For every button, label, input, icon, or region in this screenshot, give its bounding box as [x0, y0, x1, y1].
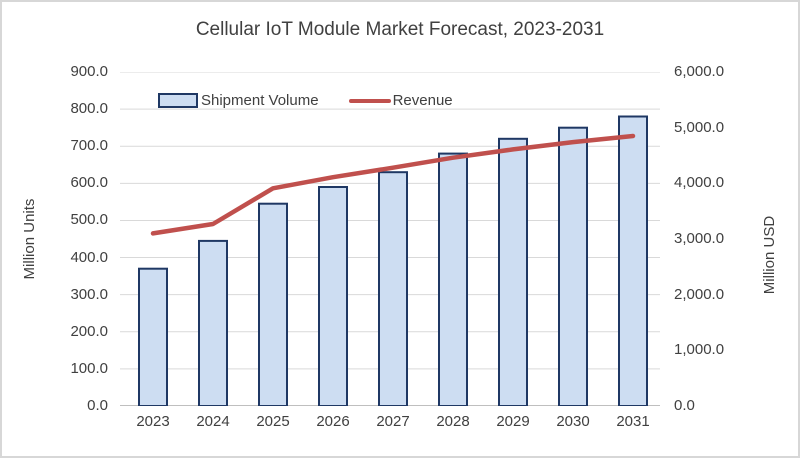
right-tick-label: 4,000.0	[674, 174, 725, 192]
bar-2025	[258, 202, 288, 406]
bar-2029	[498, 137, 528, 406]
bar-2026	[318, 186, 348, 406]
bar-2023	[138, 267, 168, 406]
revenue-line	[150, 133, 636, 236]
right-tick-label: 1,000.0	[674, 341, 725, 359]
bar-2028	[438, 152, 468, 406]
right-tick-label: 6,000.0	[674, 63, 725, 80]
legend-label-revenue: Revenue	[392, 92, 453, 109]
right-tick-label: 3,000.0	[674, 230, 725, 247]
chart-title: Cellular IoT Module Market Forecast, 202…	[195, 19, 605, 40]
chart-legend: Shipment Volume Revenue	[158, 92, 453, 109]
left-tick-label: 300.0	[70, 285, 108, 303]
shipment-volume-swatch-icon	[158, 93, 198, 108]
x-tick-label-2025: 2025	[256, 413, 290, 430]
legend-label-shipment-volume: Shipment Volume	[201, 92, 319, 109]
left-axis-title: Million Units	[21, 198, 38, 280]
bar-2027	[378, 171, 408, 406]
left-axis-tick-labels: 900.0 800.0 700.0 600.0 500.0 400.0 300.0 200.0…	[40, 64, 108, 414]
left-tick-label: 800.0	[70, 100, 108, 118]
x-tick-label-2029: 2029	[496, 413, 530, 430]
plot-area	[120, 72, 660, 406]
left-tick-label: 500.0	[70, 211, 108, 229]
left-tick-label: 0.0	[87, 397, 108, 414]
left-tick-label: 400.0	[70, 248, 108, 266]
x-tick-label-2030: 2030	[556, 413, 590, 430]
right-tick-label: 2,000.0	[674, 285, 725, 303]
left-tick-label: 200.0	[70, 322, 108, 340]
x-tick-label-2026: 2026	[316, 413, 350, 430]
x-tick-label-2027: 2027	[376, 413, 410, 430]
revenue-line-swatch-icon	[348, 98, 391, 103]
right-axis-tick-labels: 6,000.0 5,000.0 4,000.0 3,000.0 2,000.0 1,000…	[674, 64, 774, 414]
bar-2030	[558, 126, 588, 406]
left-tick-label: 600.0	[70, 174, 108, 192]
left-tick-label: 100.0	[70, 359, 108, 377]
left-tick-label: 700.0	[70, 137, 108, 155]
bar-2031	[618, 115, 648, 406]
x-axis-tick-labels: 2023 2024 2025 2026 2027 2028 2029 2030 2031	[120, 414, 660, 434]
right-tick-label: 0.0	[674, 397, 695, 414]
x-tick-label-2028: 2028	[436, 413, 470, 430]
left-tick-label: 900.0	[70, 63, 108, 80]
x-tick-label-2023: 2023	[136, 413, 170, 430]
bar-2024	[198, 239, 228, 406]
x-tick-label-2024: 2024	[196, 413, 230, 430]
x-tick-label-2031: 2031	[616, 413, 650, 430]
right-tick-label: 5,000.0	[674, 118, 725, 136]
